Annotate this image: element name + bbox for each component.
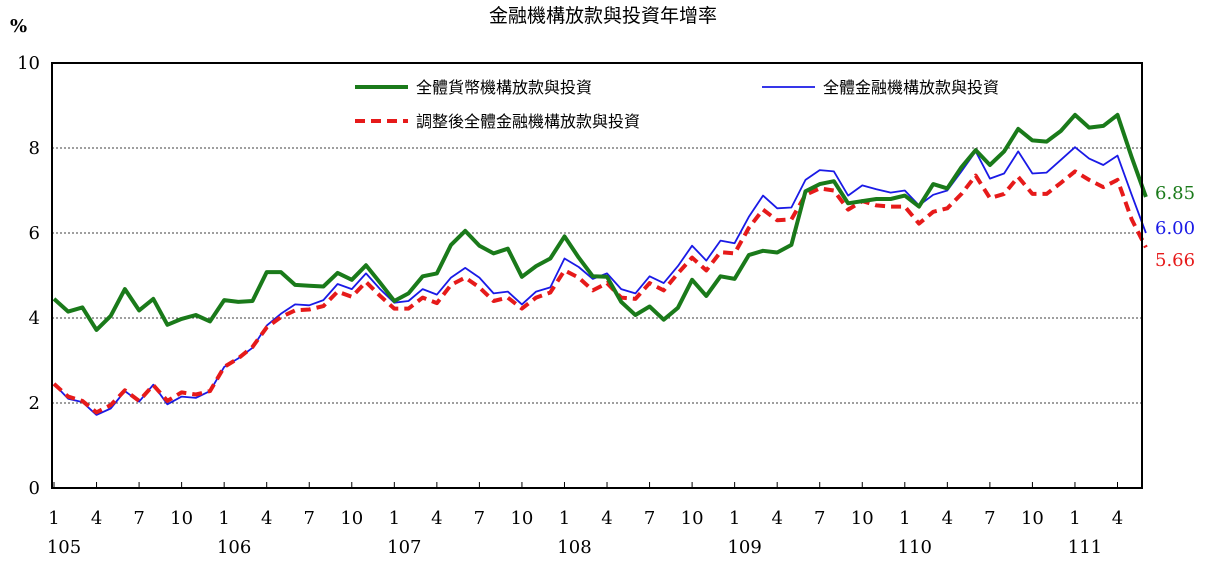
x-tick-month: 1	[729, 508, 740, 529]
x-tick-month: 10	[340, 508, 363, 529]
x-tick-month: 4	[1112, 508, 1123, 529]
x-tick-year: 109	[727, 537, 761, 558]
y-tick-label: 4	[29, 308, 40, 329]
x-tick-year: 111	[1068, 537, 1102, 558]
y-tick-label: 6	[29, 223, 40, 244]
x-tick-month: 10	[851, 508, 874, 529]
y-tick-label: 0	[29, 478, 40, 499]
x-tick-month: 10	[170, 508, 193, 529]
x-tick-month: 1	[559, 508, 570, 529]
end-value-label: 6.00	[1155, 218, 1195, 239]
legend-label: 全體金融機構放款與投資	[823, 78, 999, 97]
x-tick-month: 7	[133, 508, 144, 529]
x-tick-month: 7	[814, 508, 825, 529]
x-tick-year: 106	[217, 537, 251, 558]
end-labels: 6.85 6.00 5.66	[1155, 183, 1195, 271]
legend-label: 全體貨幣機構放款與投資	[416, 78, 592, 97]
x-tick-month: 1	[1069, 508, 1080, 529]
y-tick-label: 10	[17, 53, 40, 74]
x-tick-month: 10	[510, 508, 533, 529]
x-tick-year: 108	[557, 537, 591, 558]
x-tick-month: 7	[304, 508, 315, 529]
legend-label: 調整後全體金融機構放款與投資	[416, 112, 640, 131]
x-tick-month: 1	[389, 508, 400, 529]
y-unit-label: %	[10, 16, 27, 37]
series-line-0	[52, 112, 1148, 332]
x-tick-month: 10	[681, 508, 704, 529]
end-value-label: 5.66	[1155, 250, 1195, 271]
x-tick-month: 4	[431, 508, 442, 529]
x-tick-month: 4	[942, 508, 953, 529]
x-tick-year: 105	[47, 537, 81, 558]
y-tick-label: 8	[29, 138, 40, 159]
x-tick-month: 4	[601, 508, 612, 529]
y-tick-label: 2	[29, 393, 40, 414]
chart-title: 金融機構放款與投資年增率	[489, 5, 717, 27]
x-tick-year: 110	[898, 537, 932, 558]
x-tick-month: 7	[644, 508, 655, 529]
x-tick-month: 7	[474, 508, 485, 529]
x-tick-year: 107	[387, 537, 421, 558]
x-tick-month: 1	[48, 508, 59, 529]
x-tick-month: 1	[218, 508, 229, 529]
series-lines	[52, 112, 1148, 416]
y-axis-ticks: 0 2 4 6 8 10	[17, 53, 40, 499]
end-value-label: 6.85	[1155, 183, 1195, 204]
x-tick-month: 10	[1021, 508, 1044, 529]
x-tick-month: 4	[91, 508, 102, 529]
x-tick-month: 1	[899, 508, 910, 529]
x-tick-month: 4	[261, 508, 272, 529]
x-tick-month: 7	[984, 508, 995, 529]
x-tick-month: 4	[771, 508, 782, 529]
grid-lines	[52, 147, 1142, 404]
series-line-2	[52, 169, 1148, 415]
plot-frame	[51, 62, 1143, 489]
